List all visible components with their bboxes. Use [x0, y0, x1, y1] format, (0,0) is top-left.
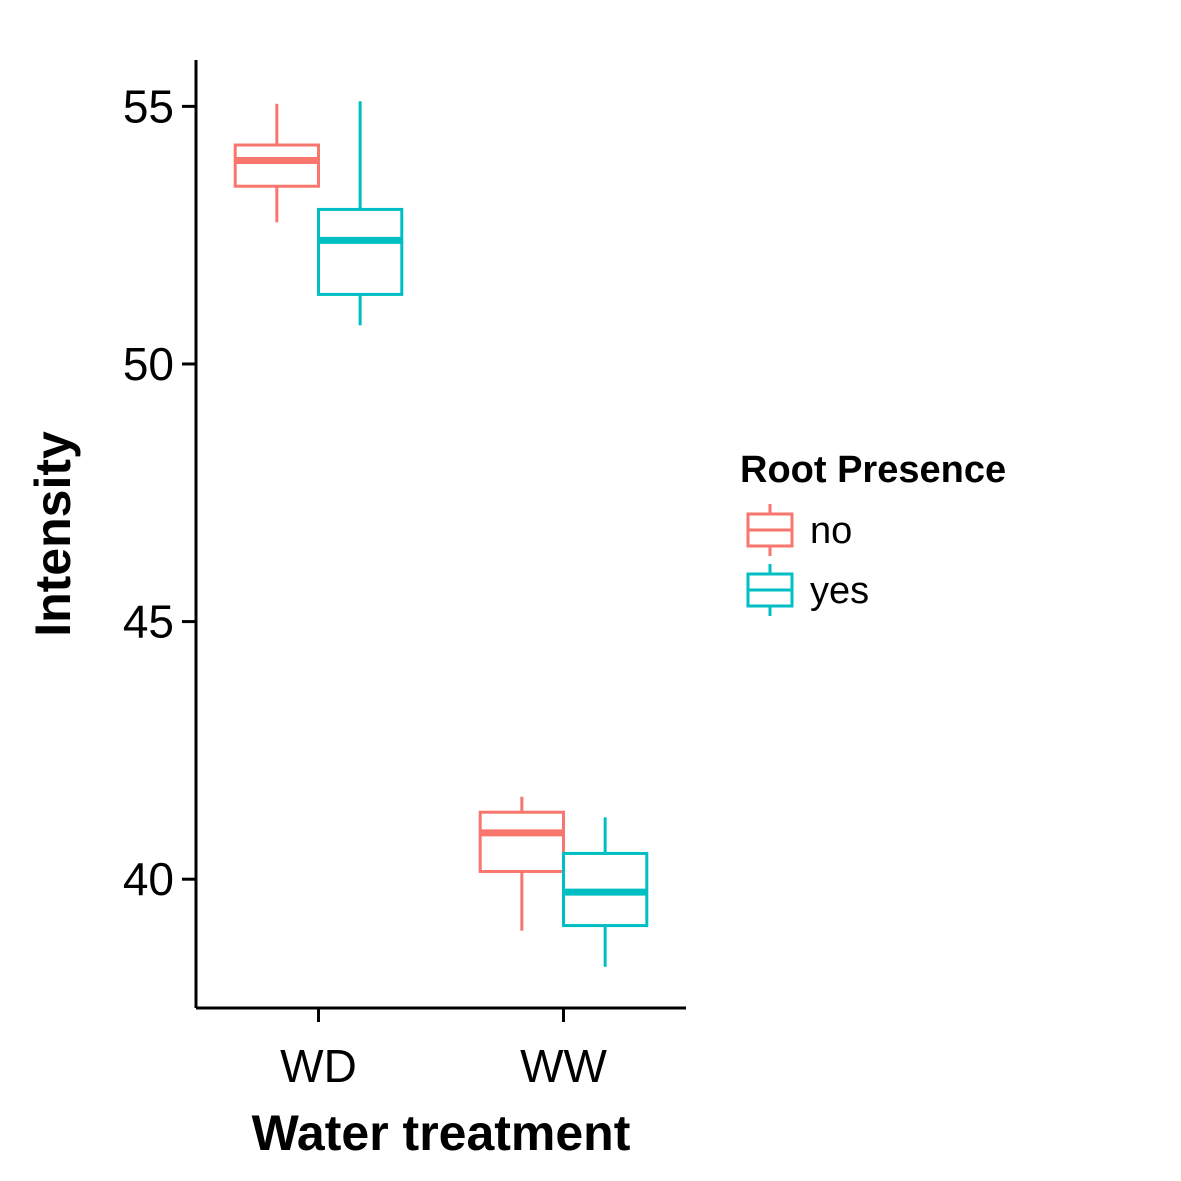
legend-key-no — [746, 504, 794, 556]
x-axis-title: Water treatment — [252, 1105, 631, 1161]
y-tick-label: 40 — [123, 853, 174, 905]
legend-key-yes — [746, 564, 794, 616]
box-yes-WW — [562, 817, 649, 967]
plot-marks — [233, 101, 649, 967]
box-iqr — [317, 207, 404, 296]
y-tick-label: 45 — [123, 596, 174, 648]
legend-label-yes: yes — [810, 570, 869, 612]
y-axis-title: Intensity — [25, 431, 81, 637]
legend: Root Presence no yes — [740, 449, 1006, 616]
x-axis-ticks: WD WW — [280, 1008, 607, 1092]
y-tick-label: 50 — [123, 338, 174, 390]
box-no-WW — [478, 796, 566, 931]
x-tick-label: WD — [280, 1040, 357, 1092]
box-yes-WD — [317, 101, 404, 326]
box-iqr — [478, 810, 566, 873]
box-no-WD — [233, 103, 320, 223]
box-iqr — [233, 143, 320, 188]
legend-title: Root Presence — [740, 449, 1006, 491]
y-tick-label: 55 — [123, 80, 174, 132]
x-tick-label: WW — [520, 1040, 607, 1092]
y-axis-ticks: 40 45 50 55 — [123, 80, 196, 905]
legend-label-no: no — [810, 510, 852, 552]
